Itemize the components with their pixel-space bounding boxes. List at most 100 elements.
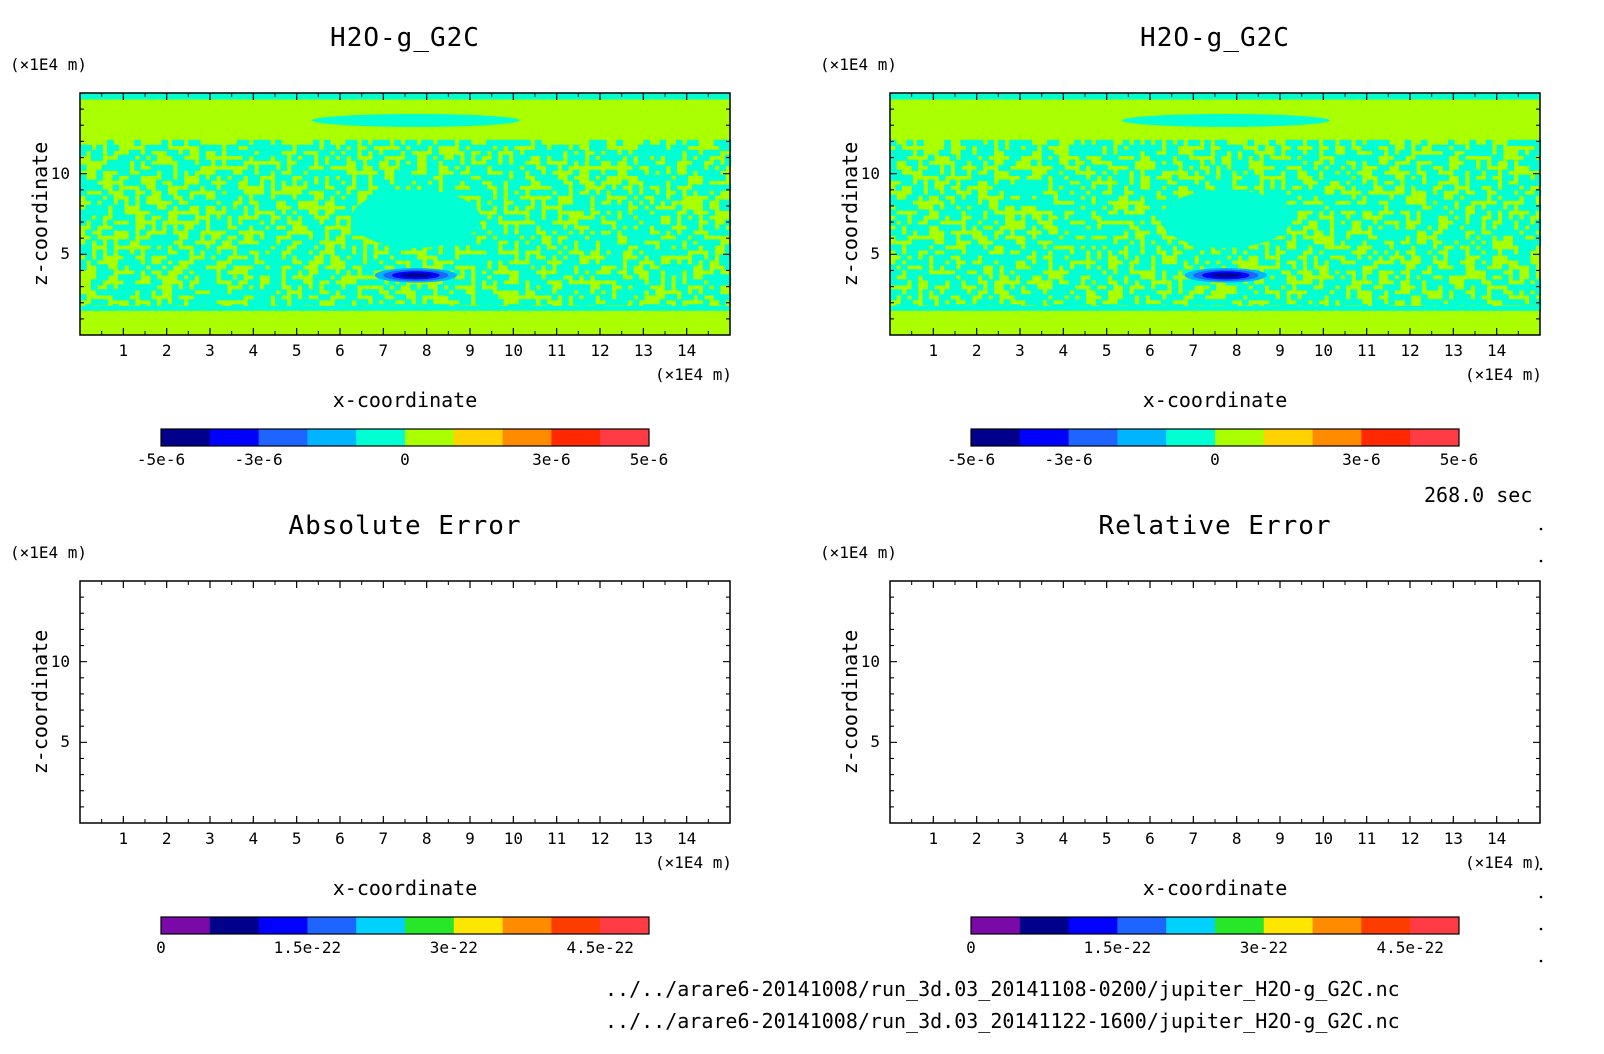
field-cell	[670, 249, 677, 256]
field-cell	[1177, 179, 1184, 186]
field-cell	[1252, 294, 1260, 301]
field-cell	[1399, 264, 1406, 271]
colorbar-segment	[209, 429, 260, 446]
field-cell	[253, 179, 260, 186]
field-cell	[1263, 274, 1271, 281]
field-cell	[616, 154, 623, 161]
field-cell	[922, 169, 930, 176]
field-cell	[199, 224, 206, 231]
field-cell	[302, 254, 309, 261]
colorbar-label: 3e-22	[429, 938, 478, 957]
field-cell	[1052, 289, 1060, 296]
field-cell	[643, 174, 650, 181]
field-cell	[291, 154, 298, 161]
field-cell	[1133, 189, 1141, 196]
field-cell	[275, 154, 282, 161]
field-cell	[686, 219, 694, 226]
colorbar-segment	[971, 429, 1021, 446]
field-cell	[708, 164, 715, 171]
field-cell	[1166, 154, 1173, 161]
field-cell	[605, 184, 612, 191]
field-cell	[475, 154, 482, 161]
field-cell	[117, 239, 125, 246]
field-cell	[1475, 144, 1482, 151]
field-cell	[1404, 174, 1412, 181]
field-cell	[1112, 244, 1119, 251]
field-cell	[258, 194, 266, 201]
field-cell	[150, 154, 157, 161]
field-cell	[933, 169, 940, 176]
field-cell	[1074, 299, 1081, 306]
colorbar-segment	[258, 429, 308, 446]
field-cell	[675, 244, 683, 251]
field-cell	[1475, 179, 1482, 186]
field-cell	[1447, 229, 1455, 236]
field-cell	[1009, 154, 1016, 161]
field-cell	[1036, 204, 1043, 211]
field-cell	[442, 159, 450, 166]
field-cell	[1350, 214, 1357, 221]
field-cell	[681, 264, 688, 271]
field-cell	[345, 284, 352, 291]
field-cell	[610, 214, 618, 221]
field-cell	[1187, 279, 1195, 286]
field-cell	[524, 234, 531, 241]
field-cell	[621, 199, 629, 206]
field-cell	[193, 229, 201, 236]
field-cell	[1263, 259, 1271, 266]
field-cell	[307, 169, 315, 176]
field-cell	[1437, 209, 1444, 216]
y-unit-label: (×1E4 m)	[820, 55, 898, 74]
field-cell	[285, 224, 293, 231]
field-cell	[1155, 284, 1162, 291]
colorbar-label: 5e-6	[629, 450, 669, 469]
field-cell	[1020, 254, 1027, 261]
field-cell	[1274, 149, 1282, 156]
field-cell	[670, 259, 677, 266]
field-cell	[665, 239, 672, 246]
field-cell	[101, 229, 109, 236]
field-cell	[1301, 284, 1309, 291]
field-cell	[334, 194, 342, 201]
field-cell	[1269, 169, 1276, 176]
field-cell	[556, 254, 564, 261]
field-cell	[1431, 194, 1439, 201]
field-cell	[226, 179, 233, 186]
field-cell	[1171, 264, 1179, 271]
field-cell	[1166, 164, 1173, 171]
field-cell	[242, 154, 250, 161]
field-cell	[1458, 249, 1466, 256]
field-cell	[637, 244, 645, 251]
field-cell	[1215, 139, 1222, 146]
field-cell	[1328, 199, 1336, 206]
field-cell	[134, 284, 141, 291]
field-cell	[405, 154, 412, 161]
field-cell	[356, 164, 363, 171]
field-cell	[556, 269, 564, 276]
field-cell	[388, 159, 396, 166]
field-cell	[1269, 189, 1276, 196]
field-cell	[1393, 259, 1401, 266]
field-cell	[1133, 154, 1141, 161]
field-cell	[562, 259, 569, 266]
field-cell	[1090, 174, 1097, 181]
field-cell	[648, 249, 656, 256]
field-cell	[280, 259, 287, 266]
field-cell	[1160, 164, 1168, 171]
field-cell	[361, 299, 369, 306]
field-cell	[1334, 224, 1341, 231]
field-cell	[1128, 159, 1135, 166]
field-cell	[1198, 299, 1206, 306]
field-cell	[377, 279, 385, 286]
field-cell	[459, 299, 466, 306]
field-cell	[199, 294, 206, 301]
field-cell	[659, 229, 667, 236]
field-cell	[556, 179, 564, 186]
field-cell	[1285, 174, 1292, 181]
field-cell	[906, 149, 913, 156]
field-cell	[280, 229, 287, 236]
field-cell	[150, 274, 157, 281]
field-cell	[1117, 189, 1125, 196]
field-cell	[1263, 279, 1271, 286]
field-cell	[475, 184, 482, 191]
